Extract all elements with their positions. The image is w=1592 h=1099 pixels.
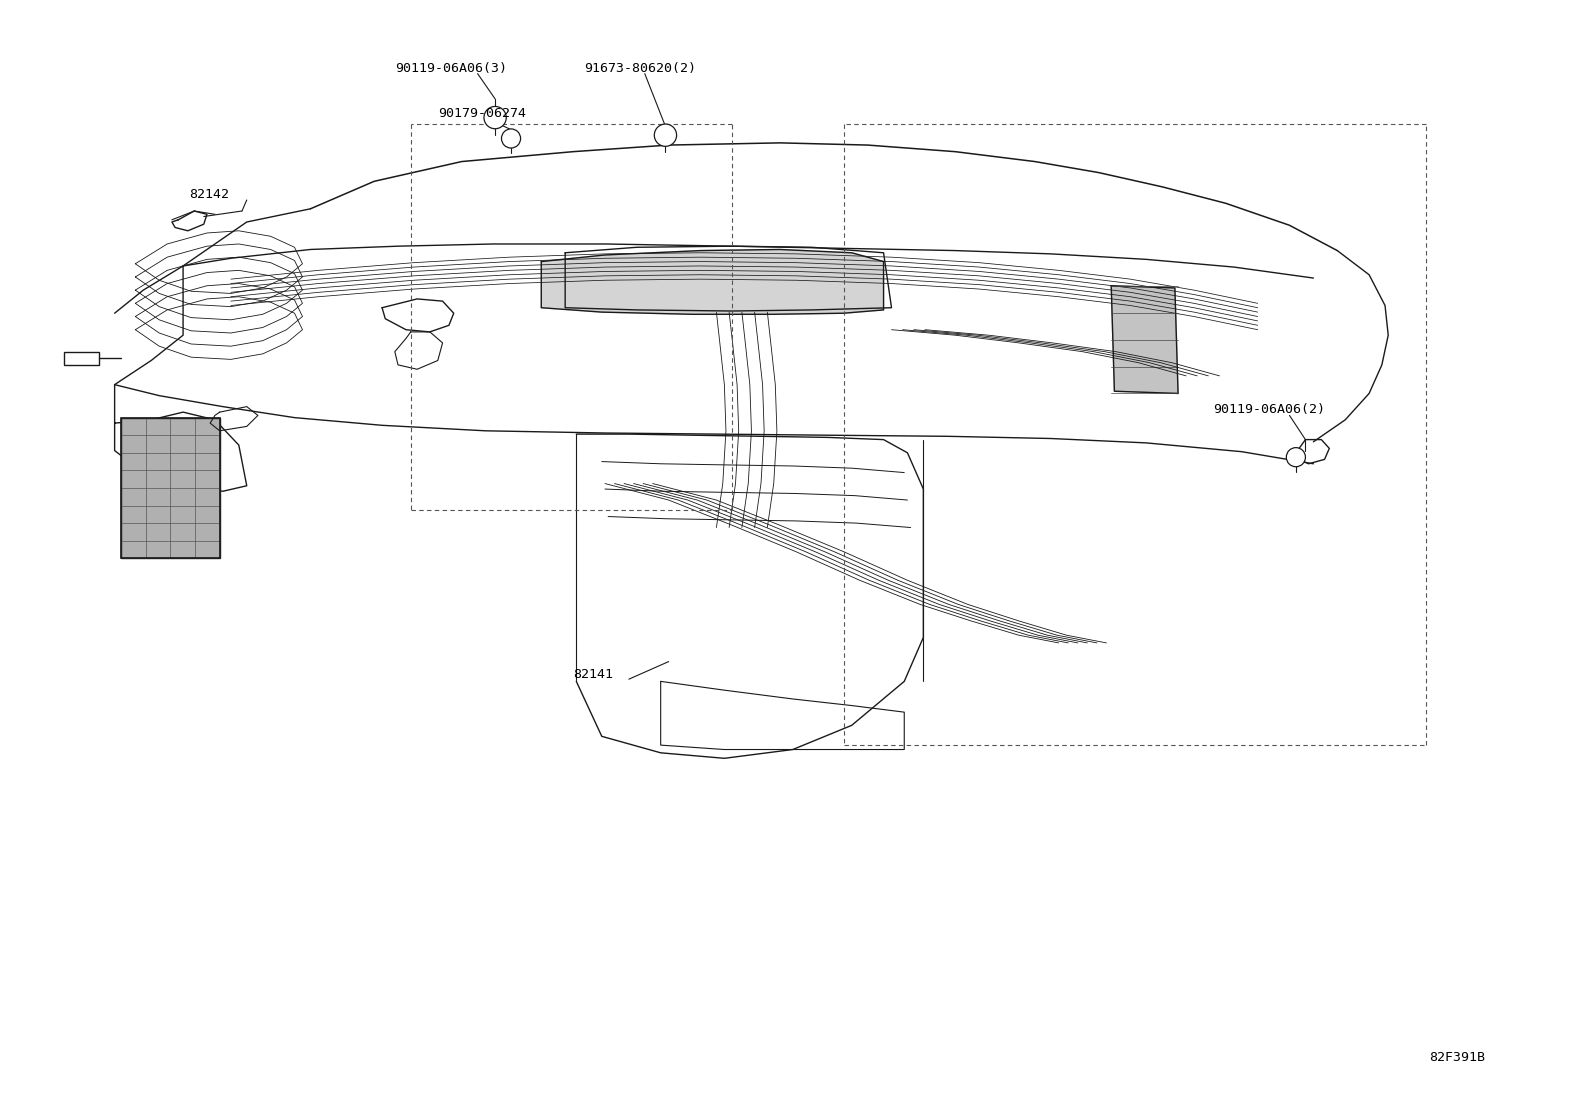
Circle shape	[484, 107, 506, 129]
Circle shape	[501, 129, 521, 148]
Bar	[121, 418, 220, 558]
Text: 90119-06A06(3): 90119-06A06(3)	[395, 62, 506, 75]
Text: 90179-06274: 90179-06274	[438, 107, 525, 120]
Text: 82142: 82142	[189, 188, 229, 201]
Circle shape	[1286, 447, 1305, 467]
Polygon shape	[1111, 286, 1178, 393]
Text: 91673-80620(2): 91673-80620(2)	[584, 62, 696, 75]
Bar	[64, 352, 99, 365]
Text: 90119-06A06(2): 90119-06A06(2)	[1213, 403, 1325, 417]
Text: 82141: 82141	[573, 668, 613, 681]
Text: 82F391B: 82F391B	[1430, 1051, 1485, 1064]
Circle shape	[654, 124, 677, 146]
Bar	[121, 418, 220, 558]
Polygon shape	[541, 249, 884, 314]
